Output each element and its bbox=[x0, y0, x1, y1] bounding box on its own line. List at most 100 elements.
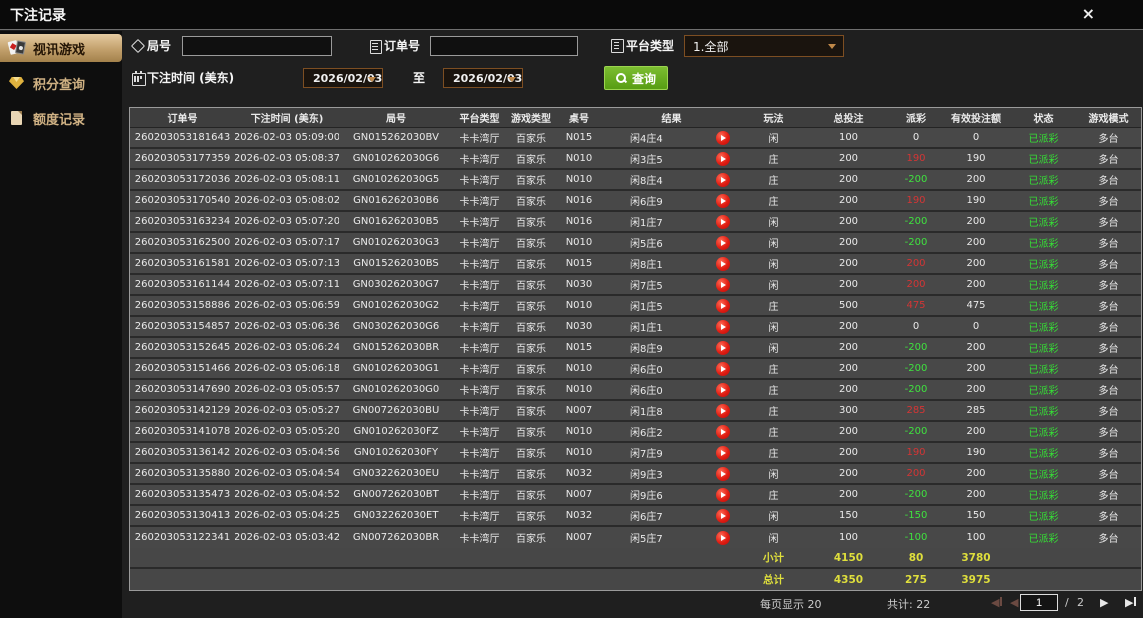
table-row[interactable]: 260203053170540 2026-02-03 05:08:02 GN0162… bbox=[130, 191, 1141, 212]
play-result-icon[interactable] bbox=[716, 445, 730, 460]
table-row[interactable]: 260203053130413 2026-02-03 05:04:25 GN0322… bbox=[130, 506, 1141, 527]
play-result-icon[interactable] bbox=[716, 487, 730, 502]
table-row[interactable]: 260203053181643 2026-02-03 05:09:00 GN0152… bbox=[130, 128, 1141, 149]
play-result-icon[interactable] bbox=[716, 193, 730, 208]
close-icon[interactable]: × bbox=[1081, 4, 1095, 23]
result-text: 闲8庄1 bbox=[630, 260, 663, 271]
table-header: 订单号 下注时间 (美东) 局号 平台类型 游戏类型 桌号 结果 玩法 总投注 派彩 有效投注额 状态… bbox=[130, 108, 1141, 128]
last-page-icon[interactable]: ▶ bbox=[1125, 596, 1137, 609]
prev-page-icon[interactable]: ◀ bbox=[1010, 596, 1019, 609]
table-row[interactable]: 260203053177359 2026-02-03 05:08:37 GN0102… bbox=[130, 149, 1141, 170]
cell-table-no: N032 bbox=[565, 468, 593, 479]
cell-payout: 475 bbox=[906, 300, 926, 311]
cell-order-id: 260203053135473 bbox=[134, 489, 231, 500]
play-result-icon[interactable] bbox=[716, 424, 730, 439]
play-result-icon[interactable] bbox=[716, 256, 730, 271]
sidebar-item-video-games[interactable]: 视讯游戏 bbox=[0, 34, 122, 62]
cell-table-no: N007 bbox=[565, 405, 593, 416]
play-result-icon[interactable] bbox=[716, 214, 730, 229]
table-row[interactable]: 260203053136142 2026-02-03 05:04:56 GN0102… bbox=[130, 443, 1141, 464]
play-result-icon[interactable] bbox=[716, 151, 730, 166]
play-result-icon[interactable] bbox=[716, 508, 730, 523]
cell-status: 已派彩 bbox=[1028, 281, 1059, 292]
cell-platform: 卡卡湾厅 bbox=[459, 134, 500, 145]
cell-payout: 190 bbox=[906, 195, 926, 206]
table-row[interactable]: 260203053122341 2026-02-03 05:03:42 GN0072… bbox=[130, 527, 1141, 548]
document-icon bbox=[8, 110, 26, 126]
cell-game-type: 百家乐 bbox=[516, 281, 546, 292]
play-result-icon[interactable] bbox=[716, 298, 730, 313]
cell-table-no: N015 bbox=[565, 132, 593, 143]
result-text: 闲6庄0 bbox=[630, 386, 663, 397]
play-result-icon[interactable] bbox=[716, 130, 730, 145]
table-row[interactable]: 260203053161144 2026-02-03 05:07:11 GN0302… bbox=[130, 275, 1141, 296]
cell-game-mode: 多台 bbox=[1098, 239, 1119, 250]
cell-total-bet: 200 bbox=[838, 384, 859, 395]
table-row[interactable]: 260203053172036 2026-02-03 05:08:11 GN0102… bbox=[130, 170, 1141, 191]
table-row[interactable]: 260203053163234 2026-02-03 05:07:20 GN0162… bbox=[130, 212, 1141, 233]
play-result-icon[interactable] bbox=[716, 382, 730, 397]
cell-table-no: N010 bbox=[565, 153, 593, 164]
column-header: 游戏类型 bbox=[511, 114, 551, 125]
cell-game-type: 百家乐 bbox=[516, 344, 546, 355]
diamond-icon bbox=[8, 75, 26, 91]
cell-order-id: 260203053152645 bbox=[134, 342, 231, 353]
cell-round-id: GN015262030BS bbox=[353, 258, 439, 269]
date-from-picker[interactable]: 2026/02/03 bbox=[303, 68, 383, 88]
play-result-icon[interactable] bbox=[716, 235, 730, 250]
next-page-icon[interactable]: ▶ bbox=[1100, 596, 1109, 609]
play-result-icon[interactable] bbox=[716, 319, 730, 334]
cell-game-type: 百家乐 bbox=[516, 197, 546, 208]
result-text: 闲5庄6 bbox=[630, 239, 663, 250]
table-row[interactable]: 260203053142129 2026-02-03 05:05:27 GN0072… bbox=[130, 401, 1141, 422]
cell-game-type: 百家乐 bbox=[516, 134, 546, 145]
play-result-icon[interactable] bbox=[716, 361, 730, 376]
play-result-icon[interactable] bbox=[716, 403, 730, 418]
sidebar-item-points-query[interactable]: 积分查询 bbox=[0, 69, 122, 97]
cell-game-mode: 多台 bbox=[1098, 323, 1119, 334]
query-button[interactable]: 查询 bbox=[604, 66, 668, 90]
cell-game-type: 百家乐 bbox=[516, 323, 546, 334]
cell-status: 已派彩 bbox=[1028, 386, 1059, 397]
cell-order-id: 260203053151466 bbox=[134, 363, 231, 374]
cell-round-id: GN010262030G5 bbox=[352, 174, 440, 185]
cell-game-type: 百家乐 bbox=[516, 407, 546, 418]
table-row[interactable]: 260203053135880 2026-02-03 05:04:54 GN0322… bbox=[130, 464, 1141, 485]
subtotal-spacer bbox=[130, 548, 741, 567]
cell-status: 已派彩 bbox=[1028, 134, 1059, 145]
platform-list-icon bbox=[610, 38, 624, 53]
cell-game-type: 百家乐 bbox=[516, 534, 546, 545]
cell-result: 闲1庄8 bbox=[602, 401, 741, 420]
play-result-icon[interactable] bbox=[716, 277, 730, 292]
cell-valid-bet: 200 bbox=[966, 216, 986, 227]
platform-select[interactable]: 1.全部 bbox=[684, 35, 844, 57]
cell-valid-bet: 190 bbox=[966, 153, 986, 164]
date-to-picker[interactable]: 2026/02/03 bbox=[443, 68, 523, 88]
table-row[interactable]: 260203053162500 2026-02-03 05:07:17 GN0102… bbox=[130, 233, 1141, 254]
play-result-icon[interactable] bbox=[716, 530, 730, 545]
table-row[interactable]: 260203053152645 2026-02-03 05:06:24 GN0152… bbox=[130, 338, 1141, 359]
order-input[interactable] bbox=[430, 36, 578, 56]
sidebar-item-quota-records[interactable]: 额度记录 bbox=[0, 104, 122, 132]
page-number-input[interactable] bbox=[1020, 594, 1058, 611]
play-result-icon[interactable] bbox=[716, 466, 730, 481]
cell-total-bet: 200 bbox=[838, 258, 859, 269]
table-row[interactable]: 260203053151466 2026-02-03 05:06:18 GN0102… bbox=[130, 359, 1141, 380]
table-row[interactable]: 260203053158886 2026-02-03 05:06:59 GN0102… bbox=[130, 296, 1141, 317]
table-row[interactable]: 260203053161581 2026-02-03 05:07:13 GN0152… bbox=[130, 254, 1141, 275]
cell-play-type: 闲 bbox=[768, 134, 779, 145]
table-row[interactable]: 260203053147690 2026-02-03 05:05:57 GN0102… bbox=[130, 380, 1141, 401]
first-page-icon[interactable]: ◀ bbox=[991, 596, 1003, 609]
play-result-icon[interactable] bbox=[716, 340, 730, 355]
round-input[interactable] bbox=[182, 36, 332, 56]
table-row[interactable]: 260203053141078 2026-02-03 05:05:20 GN0102… bbox=[130, 422, 1141, 443]
table-row[interactable]: 260203053135473 2026-02-03 05:04:52 GN0072… bbox=[130, 485, 1141, 506]
cell-game-type: 百家乐 bbox=[516, 491, 546, 502]
platform-selected-value: 1.全部 bbox=[693, 39, 729, 54]
result-text: 闲9庄6 bbox=[630, 491, 663, 502]
table-row[interactable]: 260203053154857 2026-02-03 05:06:36 GN0302… bbox=[130, 317, 1141, 338]
play-result-icon[interactable] bbox=[716, 172, 730, 187]
cell-total-bet: 200 bbox=[838, 447, 859, 458]
cell-round-id: GN010262030G2 bbox=[352, 300, 440, 311]
cell-payout: 200 bbox=[906, 468, 926, 479]
